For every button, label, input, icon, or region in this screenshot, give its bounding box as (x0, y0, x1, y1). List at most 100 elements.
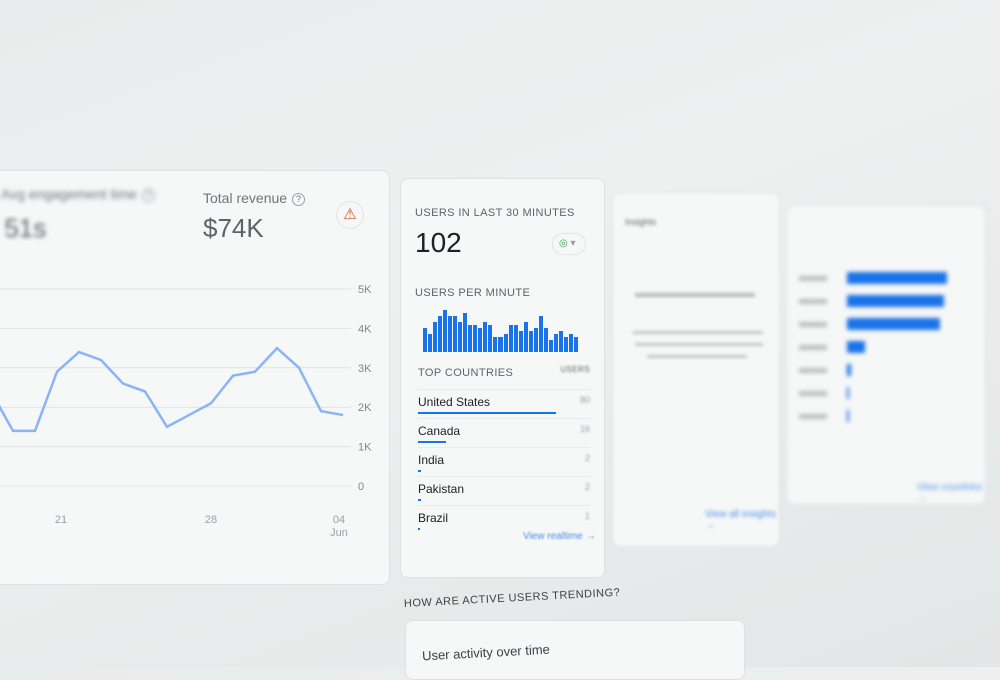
x-tick-label: Jun (330, 527, 348, 539)
country-row-label (799, 345, 827, 350)
y-tick-label: 0 (358, 481, 364, 493)
view-realtime-link[interactable]: View realtime → (523, 531, 596, 542)
per-minute-bar[interactable] (493, 337, 497, 352)
x-tick-label: 04 (333, 514, 345, 526)
country-users: 80 (580, 395, 590, 405)
row-divider (418, 389, 590, 390)
country-bar (847, 272, 947, 284)
y-tick-label: 2K (358, 402, 372, 414)
realtime-card: USERS IN LAST 30 MINUTES ◎ ▾ 102 USERS P… (400, 178, 605, 578)
per-minute-bar[interactable] (433, 322, 437, 352)
per-minute-bar[interactable] (564, 337, 568, 352)
trend-card-title: User activity over time (422, 642, 550, 664)
per-minute-bar[interactable] (468, 325, 472, 352)
country-bar (847, 410, 849, 422)
compare-dropdown[interactable]: ◎ ▾ (552, 233, 586, 255)
country-name: United States (418, 395, 490, 409)
per-minute-bar[interactable] (458, 322, 462, 352)
per-minute-bar[interactable] (428, 334, 432, 352)
users-column-label: USERS (560, 365, 590, 374)
per-minute-bar[interactable] (463, 313, 467, 352)
y-tick-label: 4K (358, 323, 372, 335)
per-minute-bar[interactable] (544, 328, 548, 352)
country-row-label (799, 368, 827, 373)
per-minute-bar[interactable] (524, 322, 528, 352)
country-name: Brazil (418, 511, 448, 525)
country-name: Canada (418, 424, 460, 438)
per-minute-bar[interactable] (478, 328, 482, 352)
placeholder-text-line (635, 343, 763, 346)
per-minute-bar[interactable] (539, 316, 543, 352)
country-row-label (799, 276, 827, 281)
country-row-label (799, 391, 827, 396)
insights-card: Insights View all insights → (612, 192, 780, 547)
trend-heading: HOW ARE ACTIVE USERS TRENDING? (404, 587, 621, 610)
placeholder-text-line (633, 331, 763, 334)
trend-card: User activity over time (405, 620, 745, 680)
row-divider (418, 447, 590, 448)
chevron-down-icon: ▾ (568, 238, 576, 249)
row-divider (418, 505, 590, 506)
x-tick-label: 21 (55, 514, 67, 526)
country-bar (847, 318, 940, 330)
view-insights-link[interactable]: View all insights → (705, 509, 779, 531)
placeholder-text-line (635, 293, 755, 297)
country-share-bar (418, 441, 446, 443)
y-tick-label: 5K (358, 284, 372, 296)
per-minute-bar[interactable] (534, 328, 538, 352)
per-minute-bar[interactable] (448, 316, 452, 352)
insights-title: Insights (625, 217, 656, 227)
x-tick-label: 28 (205, 514, 217, 526)
per-minute-bar[interactable] (549, 340, 553, 352)
per-minute-bar[interactable] (514, 325, 518, 352)
country-bar-card: View countries → (786, 205, 986, 505)
realtime-title: USERS IN LAST 30 MINUTES (415, 207, 575, 219)
per-minute-bar[interactable] (483, 322, 487, 352)
country-users: 2 (585, 482, 590, 492)
per-minute-bar[interactable] (423, 328, 427, 352)
per-minute-chart (423, 307, 579, 352)
per-minute-bar[interactable] (498, 337, 502, 352)
country-name: Pakistan (418, 482, 464, 496)
country-share-bar (418, 528, 420, 530)
per-minute-bar[interactable] (529, 331, 533, 352)
row-divider (418, 476, 590, 477)
country-users: 1 (585, 511, 590, 521)
country-row-label (799, 322, 827, 327)
country-bar (847, 295, 944, 307)
per-minute-bar[interactable] (488, 325, 492, 352)
y-tick-label: 3K (358, 363, 372, 375)
per-minute-bar[interactable] (438, 316, 442, 352)
revenue-series-line (0, 348, 343, 431)
per-minute-label: USERS PER MINUTE (415, 287, 530, 299)
per-minute-bar[interactable] (504, 334, 508, 352)
view-countries-link[interactable]: View countries → (917, 482, 985, 504)
per-minute-bar[interactable] (574, 337, 578, 352)
country-bar (847, 364, 851, 376)
per-minute-bar[interactable] (554, 334, 558, 352)
per-minute-bar[interactable] (443, 310, 447, 352)
check-circle-icon: ◎ (559, 238, 568, 249)
country-share-bar (418, 499, 421, 501)
per-minute-bar[interactable] (569, 334, 573, 352)
country-share-bar (418, 470, 421, 472)
per-minute-bar[interactable] (473, 325, 477, 352)
per-minute-bar[interactable] (509, 325, 513, 352)
realtime-value: 102 (415, 227, 462, 259)
row-divider (418, 418, 590, 419)
revenue-card: Avg engagement time? 1m 51s Total revenu… (0, 170, 390, 585)
country-users: 2 (585, 453, 590, 463)
per-minute-bar[interactable] (559, 331, 563, 352)
country-users: 16 (580, 424, 590, 434)
placeholder-text-line (647, 355, 747, 358)
country-bar (847, 341, 865, 353)
y-tick-label: 1K (358, 442, 372, 454)
country-bar (847, 387, 849, 399)
country-row-label (799, 414, 827, 419)
country-name: India (418, 453, 444, 467)
country-row-label (799, 299, 827, 304)
per-minute-bar[interactable] (519, 331, 523, 352)
per-minute-bar[interactable] (453, 316, 457, 352)
country-share-bar (418, 412, 556, 414)
